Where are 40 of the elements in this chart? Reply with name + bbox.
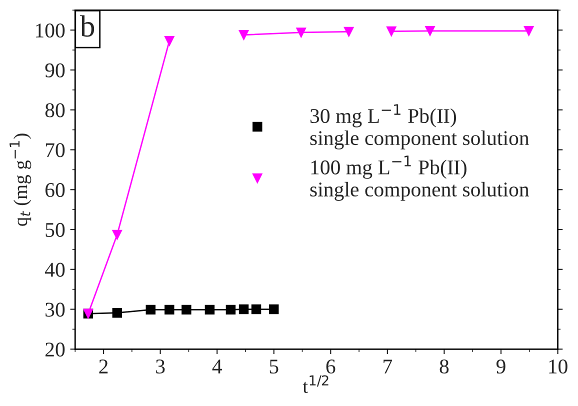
y-tick-label: 30 — [46, 302, 65, 317]
y-axis-title: q$_{t}$ (mg g$^{−1}$) — [10, 134, 32, 226]
point — [204, 304, 215, 315]
annotation: b — [80, 15, 94, 37]
point — [296, 28, 306, 38]
x-tick-label: 4 — [212, 360, 222, 374]
point — [238, 30, 249, 40]
point — [269, 304, 279, 314]
point — [226, 304, 236, 315]
point — [344, 26, 354, 37]
point — [425, 26, 435, 36]
legend-label: 30 mg L$^{−1}$ Pb(II) single component solution — [310, 104, 530, 150]
x-tick-label: 2 — [99, 360, 108, 374]
x-tick-label: 5 — [270, 360, 278, 374]
x-tick-label: 3 — [156, 360, 165, 374]
point — [386, 26, 396, 36]
y-tick-label: 50 — [46, 222, 65, 237]
point — [524, 26, 534, 36]
point — [112, 230, 122, 240]
y-tick-label: 70 — [46, 143, 65, 158]
point — [112, 308, 122, 318]
y-tick-label: 40 — [44, 262, 65, 277]
point — [238, 304, 249, 314]
point — [146, 304, 156, 315]
y-tick-label: 90 — [45, 63, 65, 78]
y-tick-label: 60 — [45, 183, 65, 198]
point — [182, 304, 192, 315]
y-tick-label: 100 — [36, 23, 65, 38]
x-axis-title: t$^{1/2}$ — [302, 375, 328, 393]
point — [251, 304, 262, 314]
point — [164, 36, 174, 46]
x-tick-label: 6 — [326, 360, 336, 374]
x-tick-label: 8 — [440, 359, 449, 374]
x-tick-label: 9 — [496, 360, 506, 374]
legend-label: 100 mg L$^{−1}$ Pb(II) single component solution — [310, 156, 530, 201]
x-tick-label: 7 — [384, 360, 392, 374]
y-tick-label: 20 — [46, 342, 65, 357]
y-tick-label: 80 — [45, 103, 65, 118]
point — [164, 304, 174, 315]
x-tick-label: 10 — [549, 359, 568, 374]
